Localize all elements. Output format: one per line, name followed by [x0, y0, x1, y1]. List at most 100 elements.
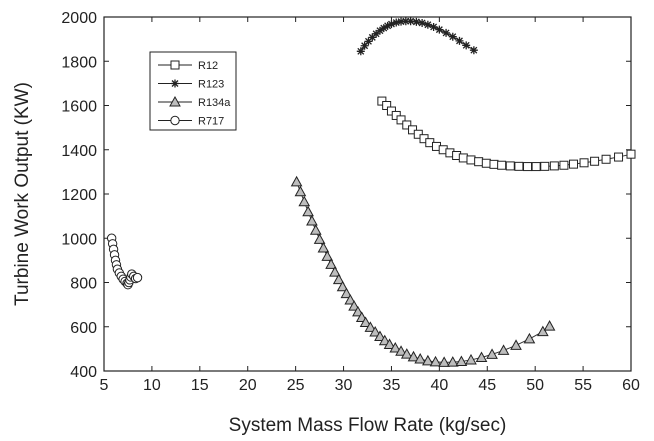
data-point-triangle	[395, 345, 407, 356]
data-point-square	[402, 120, 412, 130]
data-point-star	[379, 24, 388, 33]
data-point-triangle	[344, 293, 357, 305]
ticks-layer: 5 10 15 20 25 30 35 40 45 50 55 60 400 600 800 1000 1200…	[61, 10, 640, 394]
y-axis-label: Turbine Work Output (KW)	[12, 82, 33, 306]
data-point-triangle	[383, 338, 396, 349]
data-point-triangle	[313, 233, 326, 244]
data-point-star	[418, 18, 427, 27]
data-point-square	[497, 160, 507, 170]
data-point-square	[559, 160, 569, 170]
x-tick-label: 50	[526, 377, 544, 394]
legend-label: R134a	[198, 97, 231, 109]
data-point-triangle	[290, 175, 303, 187]
series-r717	[106, 233, 143, 290]
data-point-square	[531, 162, 541, 172]
data-point-star	[375, 26, 384, 35]
data-point-star	[356, 47, 365, 56]
data-point-triangle	[414, 353, 427, 364]
data-point-square	[466, 155, 476, 165]
data-point-star	[360, 41, 369, 50]
data-point-triangle	[510, 339, 522, 350]
data-point-square	[614, 152, 624, 162]
x-tick-label: 35	[383, 377, 401, 394]
data-point-triangle	[446, 356, 459, 367]
data-point-triangle	[422, 354, 434, 366]
data-point-square	[481, 158, 491, 168]
data-point-triangle	[325, 258, 337, 269]
data-point-triangle	[364, 321, 377, 332]
y-tick-label: 1400	[61, 143, 97, 160]
data-point-circle	[132, 272, 143, 283]
data-point-triangle	[332, 273, 345, 285]
data-point-star	[429, 22, 438, 31]
data-point-triangle	[369, 326, 382, 337]
legend-label: R717	[198, 116, 224, 128]
legend-item-r123: R123	[158, 79, 224, 91]
data-point-triangle	[359, 316, 372, 328]
x-tick-label: 15	[191, 377, 209, 394]
data-point-triangle	[475, 351, 488, 363]
x-axis-label: System Mass Flow Rate (kg/sec)	[229, 415, 507, 436]
data-point-triangle	[306, 214, 318, 226]
data-point-triangle	[438, 356, 451, 367]
data-point-triangle	[348, 300, 360, 311]
legend-marker	[171, 79, 179, 88]
y-tick-label: 1000	[61, 231, 97, 248]
data-point-star	[383, 21, 392, 30]
data-point-square	[474, 157, 484, 167]
legend-item-r12: R12	[158, 60, 218, 72]
data-point-triangle	[378, 334, 391, 346]
legend: R12 R123 R134a R717	[149, 51, 237, 131]
data-point-triangle	[352, 305, 364, 317]
data-point-triangle	[309, 224, 322, 235]
data-point-square	[579, 158, 589, 168]
data-point-square	[505, 161, 515, 171]
data-point-triangle	[407, 350, 420, 362]
data-point-triangle	[317, 241, 330, 253]
data-point-star	[442, 28, 451, 37]
data-point-triangle	[294, 185, 307, 197]
data-point-triangle	[455, 355, 468, 366]
data-point-square	[626, 149, 636, 159]
data-point-star	[392, 18, 401, 27]
legend-marker	[170, 60, 180, 70]
data-point-triangle	[389, 341, 402, 353]
data-point-square	[540, 161, 550, 171]
data-point-star	[423, 20, 432, 29]
data-point-star	[372, 29, 381, 38]
data-point-star	[406, 17, 415, 26]
data-point-star	[469, 46, 478, 55]
series-r134a	[290, 175, 556, 367]
data-point-star	[368, 33, 377, 42]
y-tick-label: 1200	[61, 187, 97, 204]
y-tick-label: 400	[70, 364, 97, 381]
data-point-triangle	[374, 330, 386, 341]
data-point-square	[382, 101, 392, 110]
legend-item-r717: R717	[158, 116, 224, 128]
y-tick-label: 600	[70, 320, 97, 337]
data-point-triangle	[340, 287, 353, 299]
legend-label: R12	[198, 60, 218, 72]
data-point-square	[569, 159, 579, 169]
data-point-star	[412, 17, 421, 26]
data-point-triangle	[302, 205, 314, 217]
data-point-star	[448, 32, 457, 41]
data-point-triangle	[523, 332, 536, 344]
series-layer	[106, 17, 636, 367]
data-point-star	[387, 20, 396, 29]
series-r12	[377, 96, 636, 172]
data-point-star	[455, 36, 464, 45]
x-tick-label: 10	[143, 377, 161, 394]
series-r123	[356, 17, 478, 56]
data-point-triangle	[486, 348, 498, 359]
x-tick-label: 60	[622, 377, 640, 394]
data-point-star	[364, 37, 373, 46]
data-point-square	[458, 153, 468, 163]
data-point-triangle	[321, 250, 334, 261]
data-point-square	[396, 115, 406, 125]
data-point-square	[514, 161, 524, 171]
legend-marker	[170, 115, 180, 126]
data-point-triangle	[298, 195, 311, 207]
data-point-square	[590, 156, 600, 166]
